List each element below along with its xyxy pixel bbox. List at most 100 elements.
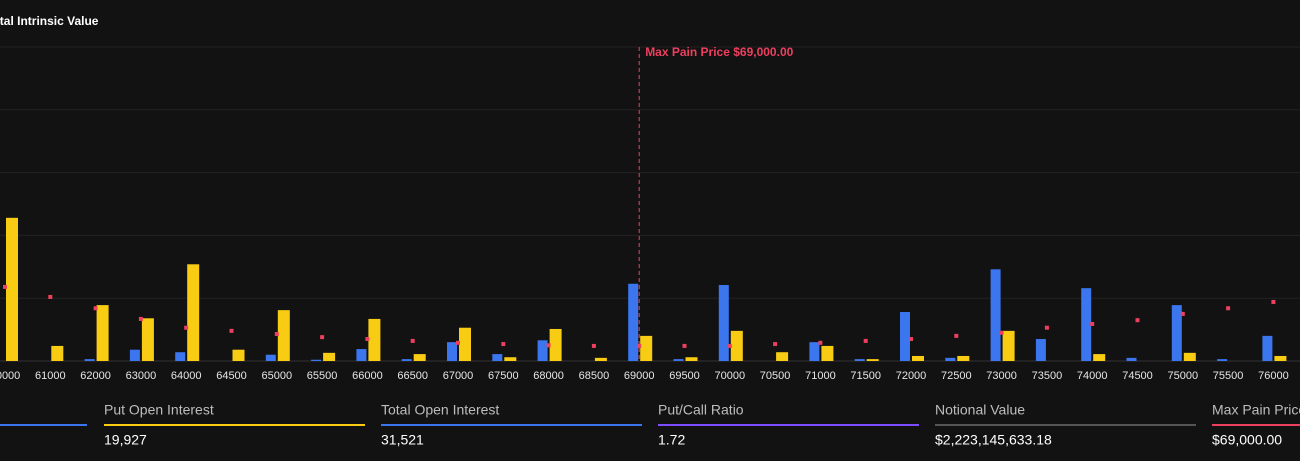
stat-value: 19,927 [104, 432, 147, 448]
intrinsic-dot [365, 337, 370, 342]
x-tick-label: 65500 [307, 370, 338, 382]
bar [1035, 339, 1046, 361]
intrinsic-dot [48, 294, 53, 299]
x-tick-label: 67500 [488, 370, 519, 382]
intrinsic-dot [1090, 321, 1095, 326]
x-tick-label: 65000 [262, 370, 293, 382]
intrinsic-dot [410, 338, 415, 343]
intrinsic-dot [909, 337, 913, 342]
x-tick-label: 60000 [0, 370, 20, 382]
intrinsic-dot [138, 316, 143, 321]
bar [537, 340, 548, 361]
bar [594, 357, 607, 361]
intrinsic-dot [1180, 311, 1185, 316]
stat-label: Put Open Interest [104, 402, 214, 418]
bar [900, 312, 910, 361]
bar [129, 349, 140, 361]
stat-label: Put/Call Ratio [658, 402, 744, 418]
bar [459, 327, 471, 361]
bar [821, 345, 834, 361]
intrinsic-dot [954, 333, 959, 338]
x-tick-label: 68000 [533, 370, 564, 382]
bar [866, 359, 879, 361]
x-tick-label: 69500 [669, 370, 700, 382]
bar [854, 359, 865, 361]
bar [6, 217, 18, 361]
bar [356, 349, 367, 361]
x-tick-label: 61000 [35, 370, 66, 382]
stat-value: 31,521 [381, 432, 424, 448]
intrinsic-dot [591, 343, 596, 348]
bar [1171, 305, 1182, 361]
bar [84, 359, 95, 361]
x-tick-label: 69000 [624, 370, 655, 382]
bar [51, 345, 64, 361]
bar [504, 357, 517, 361]
bar [1262, 335, 1273, 361]
stat-underline [0, 424, 87, 426]
x-tick-label: 68500 [579, 370, 610, 382]
x-tick-label: 75500 [1213, 370, 1244, 382]
bar [912, 355, 924, 361]
x-tick-label: 71000 [805, 370, 836, 382]
bar [730, 330, 743, 361]
bar [232, 349, 245, 361]
stat-value: $2,223,145,633.18 [935, 432, 1052, 448]
bar [673, 359, 684, 361]
x-tick-label: 63000 [126, 370, 157, 382]
intrinsic-dot [1135, 318, 1140, 323]
stat-underline [1212, 424, 1300, 426]
bar [1274, 355, 1287, 361]
stat-label: Total Open Interest [381, 402, 499, 418]
intrinsic-dot [501, 342, 506, 347]
intrinsic-dot [863, 338, 868, 343]
bar [175, 352, 186, 361]
x-tick-label: 73000 [986, 370, 1017, 382]
bar [277, 310, 290, 361]
bar [957, 355, 970, 361]
bar [96, 305, 109, 361]
bar [413, 354, 426, 361]
x-tick-label: 72500 [941, 370, 972, 382]
bar [809, 342, 820, 361]
chart-title: Total Intrinsic Value [0, 14, 99, 28]
bar [492, 354, 503, 361]
x-tick-label: 67000 [443, 370, 474, 382]
x-tick-label: 74500 [1122, 370, 1153, 382]
stat-value: 1.72 [658, 432, 685, 448]
intrinsic-dot [229, 328, 234, 333]
stat-underline [104, 424, 365, 426]
bar [311, 359, 322, 361]
bar [368, 318, 381, 361]
bar [1183, 352, 1196, 361]
x-tick-label: 62000 [80, 370, 111, 382]
intrinsic-dot [184, 325, 189, 330]
bar [401, 359, 412, 361]
bar [718, 285, 729, 361]
bar [1217, 359, 1228, 361]
intrinsic-dot [773, 342, 778, 347]
intrinsic-dot [274, 331, 279, 336]
intrinsic-dot [1044, 325, 1049, 330]
intrinsic-dot [320, 335, 325, 340]
intrinsic-dot [1271, 299, 1276, 304]
x-tick-label: 64500 [216, 370, 247, 382]
x-tick-label: 71500 [850, 370, 881, 382]
bar [945, 357, 956, 361]
intrinsic-dot [1226, 306, 1231, 311]
bar [323, 352, 336, 361]
intrinsic-dot [637, 343, 642, 348]
bar [1126, 357, 1137, 361]
intrinsic-dot [999, 330, 1004, 335]
intrinsic-dot [727, 343, 732, 348]
stat-underline [658, 424, 919, 426]
bar [990, 269, 1001, 361]
intrinsic-dot [682, 343, 687, 348]
x-tick-label: 73500 [1032, 370, 1063, 382]
intrinsic-dot [546, 343, 551, 348]
x-tick-label: 74000 [1077, 370, 1108, 382]
stat-underline [381, 424, 642, 426]
intrinsic-dot [93, 306, 98, 311]
